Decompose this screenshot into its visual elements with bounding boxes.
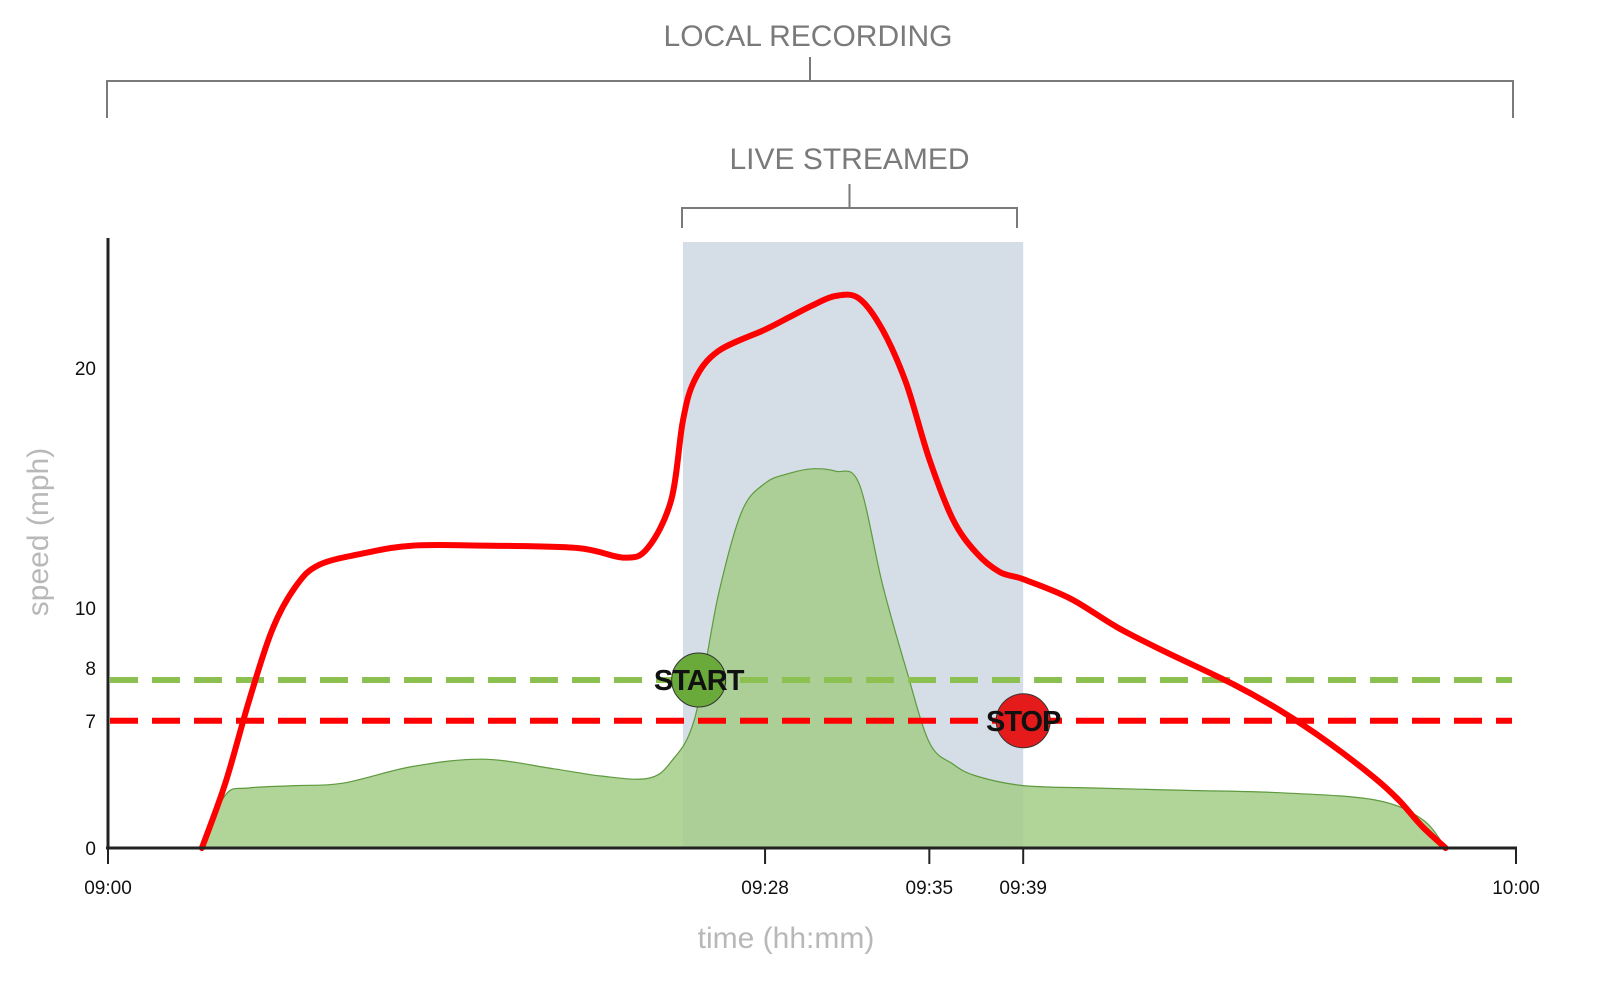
marker-start-label: START — [654, 665, 745, 697]
y-tick-label: 7 — [85, 712, 96, 733]
y-axis-title: speed (mph) — [22, 448, 55, 616]
bracket — [106, 57, 1514, 118]
bracket — [681, 184, 1018, 228]
red-line-series — [198, 291, 1449, 851]
bracket-label: LIVE STREAMED — [729, 143, 969, 176]
y-tick-label: 8 — [85, 659, 96, 680]
x-tick-label: 09:35 — [906, 878, 954, 899]
x-tick-label: 10:00 — [1492, 878, 1540, 899]
y-tick-label: 10 — [75, 599, 96, 620]
y-tick-label: 0 — [85, 839, 96, 860]
x-axis-title: time (hh:mm) — [698, 922, 875, 955]
marker-start-dot — [671, 652, 727, 708]
x-tick-label: 09:39 — [999, 878, 1047, 899]
marker-stop-dot — [995, 693, 1051, 749]
y-tick-label: 20 — [75, 359, 96, 380]
x-tick-label: 09:28 — [741, 878, 789, 899]
bracket-label: LOCAL RECORDING — [664, 20, 953, 53]
marker-stop-label: STOP — [986, 706, 1061, 738]
green-area-series — [200, 468, 1447, 849]
x-tick-label: 09:00 — [84, 878, 132, 899]
